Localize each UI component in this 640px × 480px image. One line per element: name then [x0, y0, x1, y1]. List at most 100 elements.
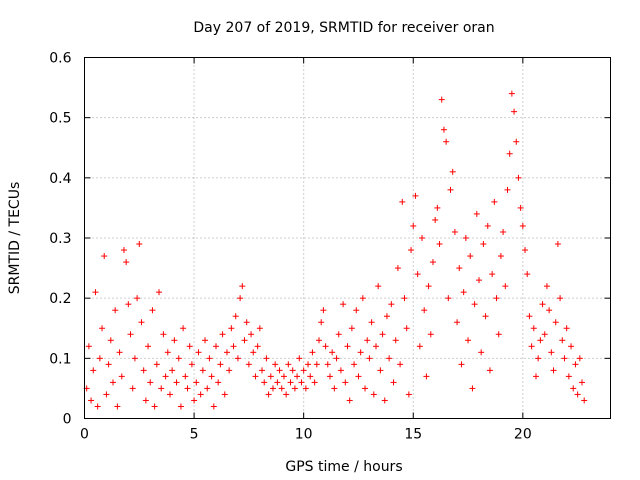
data-point [486, 367, 493, 374]
data-point [383, 313, 390, 320]
data-point [107, 337, 114, 344]
data-point [166, 391, 173, 398]
data-point [188, 361, 195, 368]
data-point [318, 319, 325, 326]
data-point [223, 349, 230, 356]
data-point [147, 379, 154, 386]
data-point [316, 337, 323, 344]
data-point [125, 301, 132, 308]
y-tick-label: 0 [63, 412, 72, 428]
data-point [186, 343, 193, 350]
data-point [199, 367, 206, 374]
data-point [469, 385, 476, 392]
data-point [142, 397, 149, 404]
data-point [320, 307, 327, 314]
data-point [484, 222, 491, 229]
x-tick-label: 20 [514, 427, 532, 443]
data-point [541, 331, 548, 338]
data-point [357, 349, 364, 356]
data-point [456, 265, 463, 272]
data-point [377, 367, 384, 374]
data-point [379, 331, 386, 338]
data-point [149, 307, 156, 314]
y-tick-label: 0.1 [49, 351, 71, 367]
data-point [169, 367, 176, 374]
data-point [465, 337, 472, 344]
data-point [543, 283, 550, 290]
data-point [138, 319, 145, 326]
data-point [193, 379, 200, 386]
data-point [180, 325, 187, 332]
data-point [482, 313, 489, 320]
data-point [191, 397, 198, 404]
data-point [364, 337, 371, 344]
data-point [109, 379, 116, 386]
data-point [261, 379, 268, 386]
data-point [267, 373, 274, 380]
data-point [278, 385, 285, 392]
data-point [340, 301, 347, 308]
data-point [252, 373, 259, 380]
data-point [451, 228, 458, 235]
data-point [561, 355, 568, 362]
data-point [526, 313, 533, 320]
data-point [535, 355, 542, 362]
data-point [432, 216, 439, 223]
data-point [570, 385, 577, 392]
data-point [184, 385, 191, 392]
data-point [568, 343, 575, 350]
data-point [302, 385, 309, 392]
data-point [296, 355, 303, 362]
data-point [120, 247, 127, 254]
data-point [101, 253, 108, 260]
x-tick-label: 15 [404, 427, 422, 443]
data-point [454, 319, 461, 326]
x-tick-label: 10 [295, 427, 313, 443]
data-point [250, 349, 257, 356]
data-point [256, 325, 263, 332]
data-point [105, 361, 112, 368]
data-point [195, 349, 202, 356]
data-point [285, 361, 292, 368]
data-point [412, 192, 419, 199]
data-point [219, 331, 226, 338]
data-point [513, 138, 520, 145]
data-point [372, 343, 379, 350]
data-point [421, 307, 428, 314]
data-point [127, 331, 134, 338]
data-point [559, 337, 566, 344]
data-point [243, 319, 250, 326]
data-point [160, 331, 167, 338]
data-point [581, 397, 588, 404]
data-point [403, 325, 410, 332]
data-point [103, 391, 110, 398]
data-point [112, 307, 119, 314]
data-point [502, 283, 509, 290]
data-point [234, 355, 241, 362]
data-point [460, 289, 467, 296]
data-point [263, 355, 270, 362]
data-point [158, 385, 165, 392]
data-point [355, 373, 362, 380]
x-tick-label: 5 [190, 427, 199, 443]
data-point [309, 349, 316, 356]
data-point [331, 385, 338, 392]
x-axis-label: GPS time / hours [285, 459, 402, 475]
data-point [90, 367, 97, 374]
data-point [221, 391, 228, 398]
y-tick-label: 0.2 [49, 291, 71, 307]
data-point [563, 325, 570, 332]
data-point [324, 361, 331, 368]
data-point [175, 355, 182, 362]
data-point [153, 361, 160, 368]
data-point [131, 355, 138, 362]
data-point [476, 277, 482, 284]
data-point [506, 150, 513, 157]
data-point [467, 253, 474, 260]
data-point [572, 361, 579, 368]
data-point [99, 325, 106, 332]
data-point [445, 295, 452, 302]
data-point [283, 391, 290, 398]
data-point [434, 204, 441, 211]
data-point [447, 186, 454, 193]
